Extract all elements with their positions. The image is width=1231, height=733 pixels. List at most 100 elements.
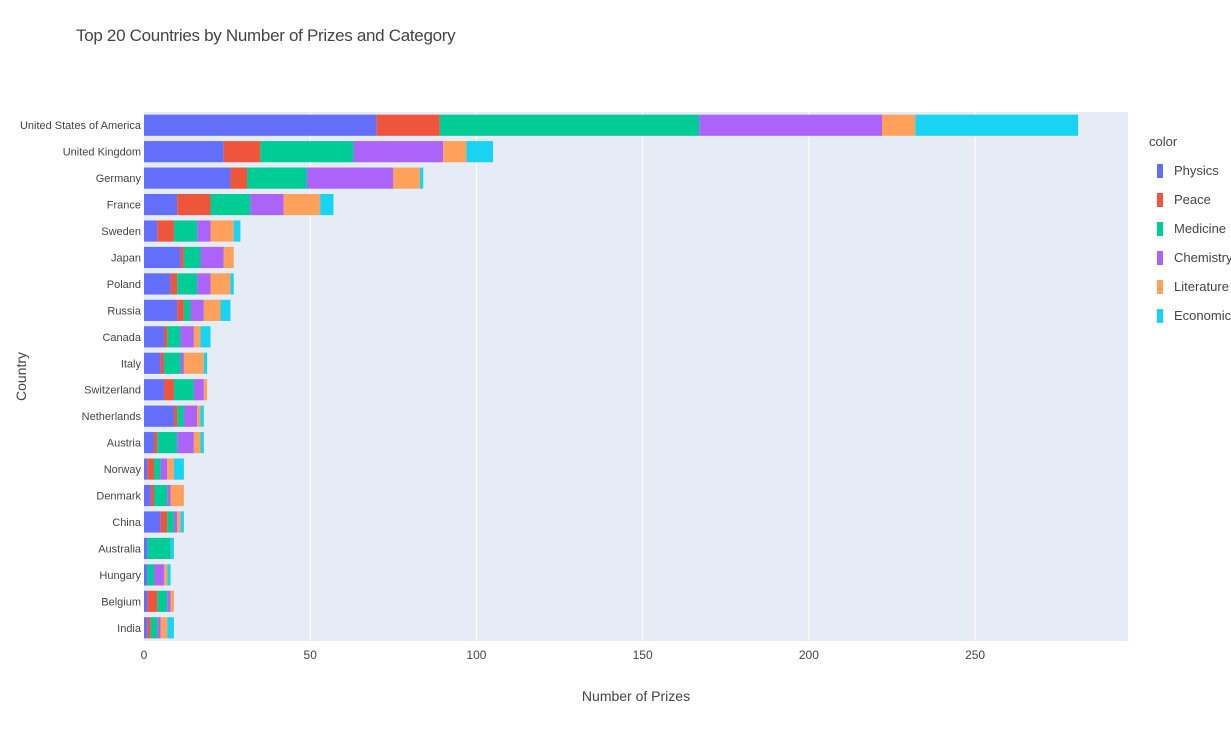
bar-segment-literature[interactable] [177,511,181,533]
bar-segment-peace[interactable] [230,167,248,189]
bar-segment-literature[interactable] [203,299,221,321]
bar-segment-medicine[interactable] [163,352,181,374]
bar-segment-chemistry[interactable] [197,273,211,295]
bar-segment-physics[interactable] [144,590,148,612]
bar-segment-medicine[interactable] [167,511,174,533]
bar-segment-chemistry[interactable] [183,405,198,427]
bar-segment-peace[interactable] [157,220,174,242]
bar-segment-physics[interactable] [144,114,377,136]
legend-swatch-medicine[interactable] [1157,222,1163,236]
bar-segment-physics[interactable] [144,352,161,374]
bar-segment-literature[interactable] [167,458,174,480]
bar-segment-chemistry[interactable] [200,246,224,269]
bar-segment-medicine[interactable] [247,167,307,189]
bar-segment-peace[interactable] [147,458,154,480]
bar-segment-literature[interactable] [163,564,168,586]
bar-segment-physics[interactable] [144,432,154,454]
bar-segment-chemistry[interactable] [250,193,284,216]
bar-segment-peace[interactable] [223,141,261,163]
bar-segment-chemistry[interactable] [153,564,164,586]
bar-segment-peace[interactable] [177,299,184,321]
bar-segment-medicine[interactable] [150,617,158,639]
bar-segment-economics[interactable] [320,193,334,216]
bar-segment-medicine[interactable] [260,141,354,163]
bar-segment-peace[interactable] [180,246,184,269]
bar-segment-physics[interactable] [144,326,164,348]
bar-segment-medicine[interactable] [173,379,194,401]
bar-segment-chemistry[interactable] [177,432,194,454]
bar-segment-physics[interactable] [144,220,158,242]
bar-segment-chemistry[interactable] [353,141,444,163]
bar-segment-literature[interactable] [210,273,231,295]
bar-segment-literature[interactable] [170,484,184,507]
bar-segment-economics[interactable] [170,537,174,560]
bar-segment-economics[interactable] [230,273,234,295]
legend-label-physics[interactable]: Physics [1174,163,1219,178]
bar-segment-physics[interactable] [144,167,231,189]
legend-swatch-economics[interactable] [1157,309,1163,323]
bar-segment-peace[interactable] [177,193,211,216]
bar-segment-peace[interactable] [170,273,178,295]
bar-segment-economics[interactable] [466,141,494,163]
bar-segment-physics[interactable] [144,537,148,560]
bar-segment-chemistry[interactable] [190,299,204,321]
bar-segment-physics[interactable] [144,564,148,586]
bar-segment-economics[interactable] [200,432,204,454]
bar-segment-economics[interactable] [200,405,204,427]
legend-label-peace[interactable]: Peace [1174,192,1211,207]
bar-segment-peace[interactable] [153,432,158,454]
bar-segment-peace[interactable] [147,590,158,612]
bar-segment-physics[interactable] [144,299,178,321]
bar-segment-economics[interactable] [419,167,424,189]
legend-label-medicine[interactable]: Medicine [1174,221,1226,236]
bar-segment-medicine[interactable] [177,273,198,295]
bar-segment-physics[interactable] [144,246,181,269]
bar-segment-literature[interactable] [160,617,168,639]
bar-segment-economics[interactable] [167,617,174,639]
bar-segment-medicine[interactable] [183,246,201,269]
bar-segment-physics[interactable] [144,193,178,216]
legend[interactable]: color Physics Peace Medicine Chemistry Liter… [1149,134,1231,323]
bar-segment-economics[interactable] [915,114,1079,136]
bar-segment-medicine[interactable] [210,193,251,216]
bar-segment-chemistry[interactable] [699,114,882,136]
bar-segment-literature[interactable] [443,141,467,163]
bar-segment-peace[interactable] [160,352,164,374]
bar-segment-peace[interactable] [147,617,151,639]
bar-segment-economics[interactable] [167,564,171,586]
legend-label-chemistry[interactable]: Chemistry [1174,250,1231,265]
bar-segment-chemistry[interactable] [197,220,211,242]
bar-segment-chemistry[interactable] [167,590,171,612]
bar-segment-peace[interactable] [163,379,174,401]
legend-swatch-chemistry[interactable] [1157,251,1163,265]
bar-segment-chemistry[interactable] [167,484,171,507]
bar-segment-medicine[interactable] [173,220,198,242]
bar-segment-chemistry[interactable] [157,617,161,639]
bar-segment-economics[interactable] [220,299,231,321]
legend-swatch-physics[interactable] [1157,164,1163,178]
bar-segment-medicine[interactable] [167,326,181,348]
bar-segment-medicine[interactable] [183,299,191,321]
bar-segment-peace[interactable] [160,511,168,533]
bar-segment-chemistry[interactable] [180,326,194,348]
bar-segment-economics[interactable] [180,511,184,533]
bar-segment-economics[interactable] [173,458,184,480]
bar-segment-chemistry[interactable] [306,167,394,189]
bar-segment-physics[interactable] [144,511,161,533]
bar-segment-physics[interactable] [144,484,151,507]
bar-segment-literature[interactable] [283,193,321,216]
bar-segment-literature[interactable] [170,590,174,612]
bar-segment-medicine[interactable] [147,564,154,586]
bar-segment-medicine[interactable] [153,458,161,480]
legend-label-literature[interactable]: Literature [1174,279,1229,294]
bar-segment-economics[interactable] [203,352,208,374]
bar-segment-physics[interactable] [144,273,171,295]
bar-segment-physics[interactable] [144,379,164,401]
bar-segment-economics[interactable] [233,220,241,242]
bar-segment-medicine[interactable] [153,484,168,507]
bar-segment-chemistry[interactable] [160,458,168,480]
bar-segment-literature[interactable] [193,326,201,348]
bar-segment-literature[interactable] [223,246,234,269]
bar-segment-medicine[interactable] [157,432,178,454]
bar-segment-medicine[interactable] [439,114,700,136]
